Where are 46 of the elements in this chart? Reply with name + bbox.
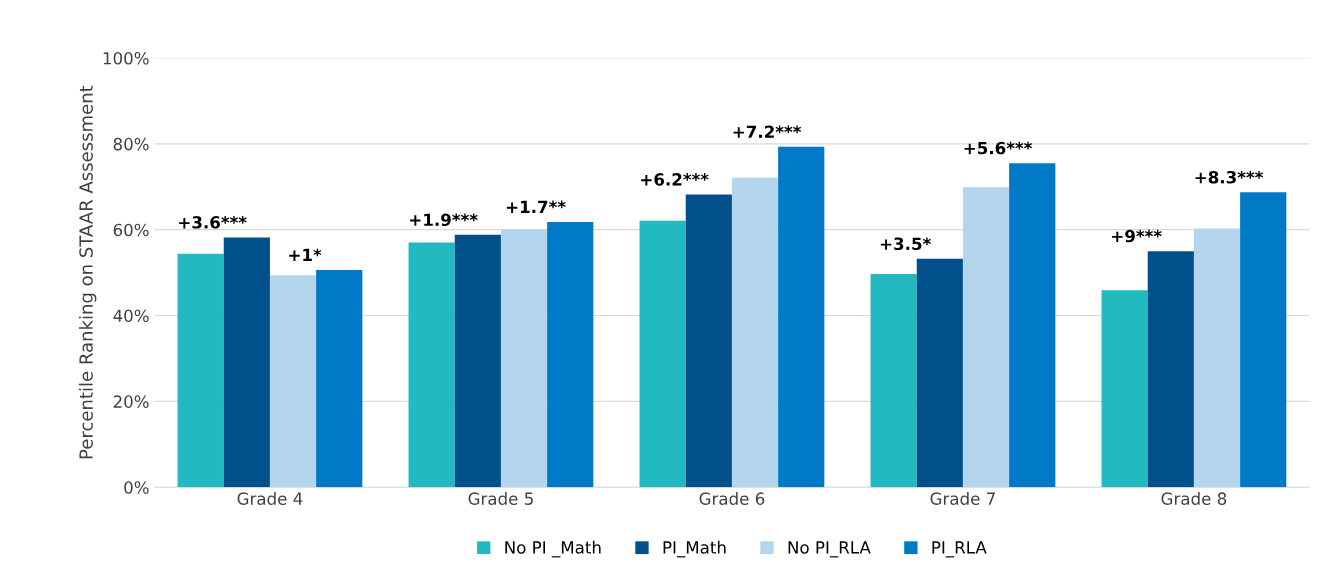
y-tick-label: 80% xyxy=(113,137,149,151)
bar xyxy=(962,187,1010,488)
legend-label: PI_RLA xyxy=(932,541,987,558)
bar xyxy=(177,253,224,488)
annotation: +1.7** xyxy=(506,200,566,213)
x-tick-label: Grade 5 xyxy=(468,492,533,505)
annotation: +9*** xyxy=(1112,229,1162,243)
legend-label: PI_Math xyxy=(663,540,726,558)
bar xyxy=(408,242,455,488)
legend-label: No PI_RLA xyxy=(788,541,871,558)
legend-label: No PI _Math xyxy=(505,540,601,558)
x-tick-label: Grade 4 xyxy=(237,492,303,505)
bar xyxy=(1101,290,1148,488)
bar xyxy=(316,270,363,488)
bar xyxy=(547,221,594,488)
bar xyxy=(639,220,686,488)
y-tick-label: 60% xyxy=(113,223,149,237)
x-tick-label: Grade 8 xyxy=(1161,492,1227,505)
y-tick-label: 0% xyxy=(124,481,149,494)
bar xyxy=(1147,251,1194,488)
x-tick-label: Grade 6 xyxy=(699,492,765,505)
y-tick-label: 100% xyxy=(103,51,149,65)
bar xyxy=(1009,163,1056,488)
bar xyxy=(685,194,732,488)
bar xyxy=(916,258,963,488)
annotation: +3.5* xyxy=(880,237,931,251)
annotation: +6.2*** xyxy=(641,173,709,186)
bar xyxy=(870,273,917,488)
annotation: +8.3*** xyxy=(1195,170,1264,184)
annotation: +7.2*** xyxy=(733,125,802,138)
bar xyxy=(1193,228,1241,488)
bar xyxy=(454,234,501,488)
bar xyxy=(778,146,825,488)
y-tick-label: 20% xyxy=(113,395,149,408)
bar xyxy=(223,237,270,488)
bar xyxy=(269,275,317,488)
x-tick-label: Grade 7 xyxy=(930,492,995,505)
annotation: +1.9*** xyxy=(410,213,478,227)
bar xyxy=(731,177,779,488)
annotation: +1* xyxy=(289,248,322,261)
bar xyxy=(1240,192,1287,488)
y-tick-label: 40% xyxy=(113,309,149,323)
y-axis-title: Percentile Ranking on STAAR Assessment xyxy=(78,85,97,459)
annotation: +3.6*** xyxy=(179,216,247,229)
bar xyxy=(500,229,548,488)
annotation: +5.6*** xyxy=(964,141,1033,155)
